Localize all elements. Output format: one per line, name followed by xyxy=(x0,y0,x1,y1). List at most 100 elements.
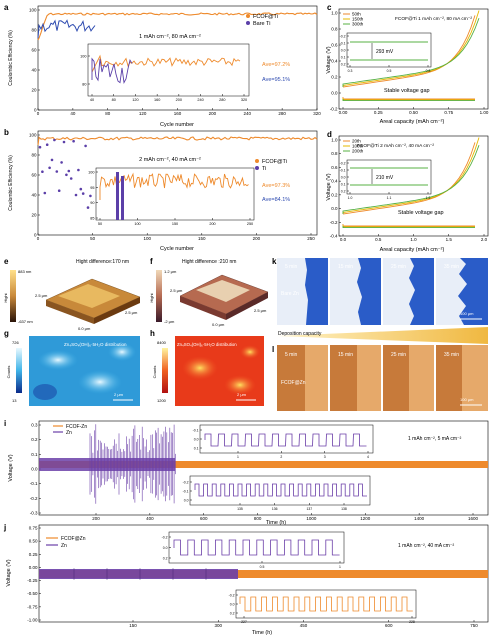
panel-b-ti-point xyxy=(86,206,90,209)
panel-b: b Coulombic Efficiency (%) Cycle number … xyxy=(4,128,318,252)
panel-b-xtick-label: 50 xyxy=(90,236,96,241)
panel-c-title: FCOF@Ti 1 mAh cm⁻², 80 mA cm⁻² xyxy=(395,16,472,22)
panel-d-xtick-label: 1.0 xyxy=(410,237,417,242)
panel-d-gap-label: Stable voltage gap xyxy=(398,210,444,216)
panel-b-legend-2: Ti xyxy=(262,166,266,172)
panel-d-ytick-label: 0.6 xyxy=(331,165,338,170)
panel-a-legend-marker-2 xyxy=(246,21,250,25)
panel-i-inset-1-xtick-label: 2 xyxy=(280,455,282,459)
panel-j-inset-1-ytick-label: 0.2 xyxy=(163,557,168,561)
panel-c-discharge-curve xyxy=(342,98,475,101)
panel-b-ti-point xyxy=(79,187,83,191)
panel-b-letter: b xyxy=(4,128,9,137)
panel-b-fcof-series xyxy=(37,136,318,146)
panel-b-ti-point xyxy=(38,145,42,149)
panel-b-ytick-label: 100 xyxy=(29,133,37,138)
panel-b-inset-xtick-label: 250 xyxy=(247,222,253,226)
panel-e-colorbar xyxy=(10,270,16,322)
panel-a-condition: 1 mAh cm⁻², 80 mA cm⁻² xyxy=(139,34,201,40)
panel-b-xlabel: Cycle number xyxy=(160,246,194,252)
panel-b-inset-ti xyxy=(116,172,124,220)
panel-b-ti-point xyxy=(50,158,54,162)
panel-a-ytick-label: 60 xyxy=(31,48,37,53)
panel-b-inset-ti-bar xyxy=(116,172,119,220)
panel-c-ticks: -0.20.00.20.40.60.81.00.00 0.25 0.50 0.75 1.… xyxy=(330,11,489,116)
panel-g-scalebar-label: 2 μm xyxy=(114,392,124,397)
panel-f: f Hight difference :210 nm 1.2 μm -2 μm … xyxy=(149,257,269,327)
panel-d-inset-xtick-label: 1.2 xyxy=(426,196,431,200)
panel-d-legend-label: 100th xyxy=(352,144,364,149)
panel-i-inset-2 xyxy=(189,475,371,506)
panel-j-xtick-label: 300 xyxy=(214,623,222,628)
panel-a-xtick-label: 80 xyxy=(105,111,111,116)
panel-i-ytick-label: 0.1 xyxy=(31,452,38,457)
panel-a-legend-marker-1 xyxy=(246,14,250,18)
panel-i-ytick-label: -0.1 xyxy=(30,481,38,486)
panel-b-ytick-label: 40 xyxy=(31,193,37,198)
panel-h: h 8400 1200 Counts Zn₄SO₄(OH)₆·5H₂O dist… xyxy=(150,329,264,406)
panel-a-legend-1: FCOF@Ti xyxy=(253,14,278,20)
panel-h-scale-top: 8400 xyxy=(157,340,167,345)
panel-i-inset-1-ytick-label: 0.0 xyxy=(194,438,199,442)
panel-c-annotation: 293 mV xyxy=(376,49,394,55)
panel-d-xlabel: Areal capacity (mAh cm⁻²) xyxy=(380,247,445,253)
panel-a-xtick-label: 280 xyxy=(278,111,286,116)
panel-c-inset-xtick-label: 0.5 xyxy=(387,69,392,73)
panel-j-inset-2-ticks: 0.2 0.0 -0.2 227 228 xyxy=(229,594,415,625)
panel-j-inset-2-trace xyxy=(239,596,413,612)
panel-c-ytick-label: 0.6 xyxy=(331,43,338,48)
panel-b-inset-xtick-label: 150 xyxy=(172,222,178,226)
panel-f-letter: f xyxy=(150,257,153,266)
panel-h-scale-label: Counts xyxy=(152,366,157,379)
panel-j-inset-2-xtick-label: 228 xyxy=(409,620,415,624)
panel-j-letter: j xyxy=(3,523,6,532)
panel-a-inset-fcof xyxy=(91,54,241,73)
panel-f-axis-2: 0.0 μm xyxy=(212,322,225,327)
panel-h-blob-1 xyxy=(182,356,218,380)
panel-c-ytick-label: 0.0 xyxy=(331,91,338,96)
panel-j-inset-2-ytick-label: -0.2 xyxy=(229,594,235,598)
panel-b-ti-point xyxy=(62,140,66,144)
panel-i-inset-1-xtick-label: 3 xyxy=(324,455,326,459)
panel-e-letter: e xyxy=(4,257,9,266)
panel-b-ti-series xyxy=(38,138,92,209)
panel-b-axes xyxy=(37,130,318,236)
panel-f-title: Hight difference :210 nm xyxy=(182,259,236,265)
panel-e-surface-side-right xyxy=(94,297,140,324)
panel-a-ytick-label: 0 xyxy=(34,108,37,113)
panel-k-scalebar-label: 100 μm xyxy=(460,311,474,316)
panel-c-gap-label: Stable voltage gap xyxy=(384,88,430,94)
panel-i-xtick-label: 1200 xyxy=(360,516,371,521)
panel-i-xtick-label: 1600 xyxy=(468,516,479,521)
panel-c-ylabel: Voltage (V) xyxy=(326,46,332,73)
panel-l-time-4: 35 min xyxy=(444,352,459,358)
panel-b-ytick-label: 0 xyxy=(34,233,37,238)
panel-d-charge-curve xyxy=(342,145,480,214)
panel-l-time-3: 25 min xyxy=(391,352,406,358)
panel-i-inset-1-ytick-label: -0.1 xyxy=(193,429,199,433)
panel-c-inset-ytick-label: -0.2 xyxy=(340,35,346,39)
panel-b-ti-point xyxy=(67,169,71,173)
panel-b-ti-point xyxy=(55,170,59,173)
panel-j-inset-1-ytick-label: -0.2 xyxy=(162,536,168,540)
panel-a-legend-2: Bare Ti xyxy=(253,21,270,27)
panel-c-inset-ytick-label: 0.2 xyxy=(341,63,346,67)
panel-f-axis-1: 2.5 μm xyxy=(170,288,183,293)
panel-h-scalebar-label: 2 μm xyxy=(237,392,247,397)
panel-a-inset-xtick-label: 160 xyxy=(154,98,160,102)
panel-l-time-2: 15 min xyxy=(338,352,353,358)
panel-i-fcof-band xyxy=(39,461,488,468)
panel-i-inset-2-ytick-label: -0.1 xyxy=(183,490,189,494)
panel-i-inset-2-xtick-label: 136 xyxy=(272,507,278,511)
panel-d-legend-label: 20th xyxy=(352,139,361,144)
panel-d-inset-ticks: 0.2 0.1 0.0 -0.1 -0.2 1.0 1.1 1.2 xyxy=(340,162,431,201)
panel-j-ylabel: Voltage (V) xyxy=(6,559,12,586)
panel-i-ytick-label: 0.3 xyxy=(31,423,38,428)
panel-b-inset-ytick-label: 95 xyxy=(90,186,94,190)
panel-j-inset-2-xtick-label: 227 xyxy=(241,620,247,624)
panel-i-inset-1-ticks: 0.1 0.0 -0.1 1 2 3 4 xyxy=(193,429,369,460)
panel-d-title: FCOF@Ti 2 mAh cm⁻², 40 mA cm⁻² xyxy=(357,143,434,149)
panel-g-letter: g xyxy=(4,329,9,338)
panel-b-inset-xtick-label: 200 xyxy=(209,222,215,226)
